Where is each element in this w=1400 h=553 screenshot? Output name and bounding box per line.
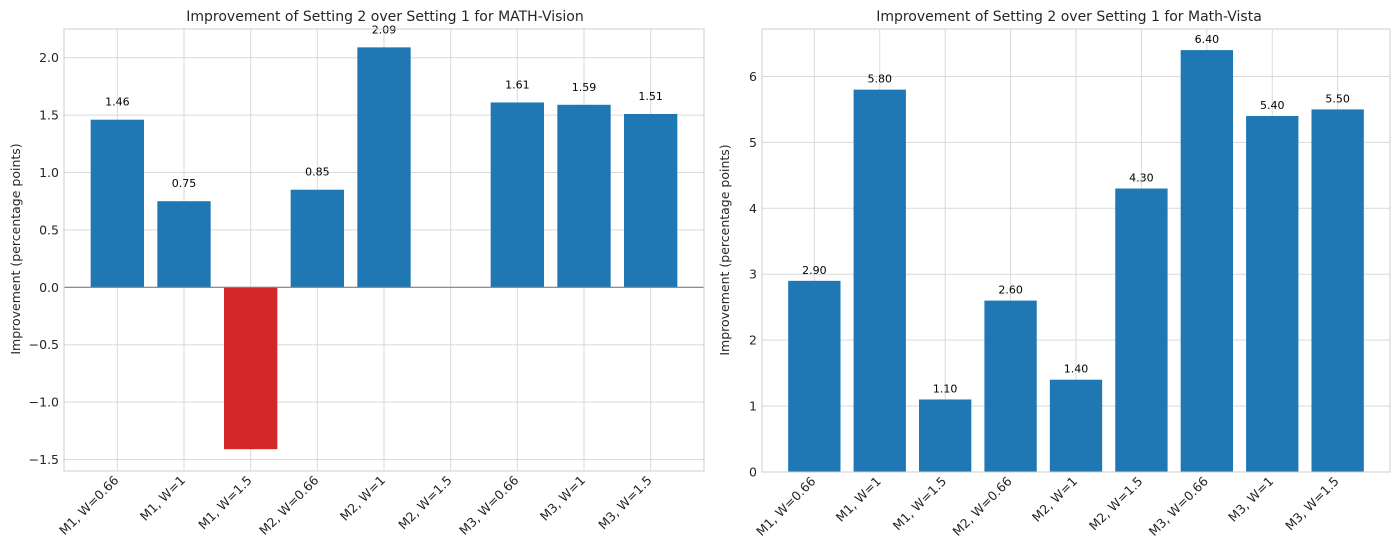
bars — [90, 47, 678, 450]
x-tick-label: M2, W=1 — [337, 473, 388, 524]
data-label: 2.09 — [372, 23, 397, 36]
y-tick-label: 1.5 — [39, 108, 59, 123]
y-tick-label: −1.0 — [29, 395, 59, 410]
y-tick-label: 0.5 — [39, 222, 59, 237]
x-tick-label: M3, W=0.66 — [1146, 473, 1211, 538]
bar — [557, 104, 611, 288]
bar — [490, 102, 544, 288]
y-tick-label: 2.0 — [39, 50, 59, 65]
bar — [157, 201, 211, 288]
y-tick-label: 0.0 — [39, 280, 59, 295]
y-tick-label: 4 — [749, 201, 757, 216]
bar — [1049, 379, 1103, 472]
x-tick-label: M2, W=0.66 — [256, 472, 321, 537]
bar — [1246, 116, 1299, 473]
y-tick-label: 1.0 — [39, 165, 59, 180]
bar — [90, 119, 144, 288]
data-label: 1.46 — [105, 96, 130, 109]
chart-title: Improvement of Setting 2 over Setting 1 … — [876, 9, 1262, 25]
data-label: 1.59 — [572, 81, 597, 94]
bar — [1115, 188, 1168, 472]
data-label: 1.61 — [505, 78, 530, 91]
y-tick-label: 3 — [749, 267, 757, 282]
bar — [853, 89, 906, 473]
chart-panel-math-vision: Improvement of Setting 2 over Setting 1 … — [8, 9, 705, 538]
y-tick-label: 1 — [749, 399, 757, 414]
y-tick-label: −0.5 — [29, 337, 59, 352]
y-tick-labels: −1.5 −1.0 −0.5 0.0 0.5 1.0 1.5 2.0 — [29, 50, 59, 467]
data-labels: 1.46 0.75 0.85 2.09 1.61 1.59 1.51 — [105, 23, 663, 190]
bar — [788, 280, 841, 472]
x-tick-label: M1, W=1 — [833, 474, 884, 525]
y-tick-label: 5 — [749, 135, 757, 150]
data-label: 1.51 — [638, 90, 663, 103]
data-label: 0.75 — [172, 177, 197, 190]
y-tick-labels: 0 1 2 3 4 5 6 — [749, 69, 757, 480]
x-tick-label: M3, W=0.66 — [456, 472, 521, 537]
x-tick-label: M2, W=1.5 — [1086, 474, 1146, 534]
x-tick-label: M2, W=1.5 — [395, 473, 455, 533]
bars — [788, 50, 1364, 473]
x-tick-labels: M1, W=0.66 M1, W=1 M1, W=1.5 M2, W=0.66 M2, … — [56, 472, 655, 537]
bar — [224, 287, 278, 450]
plot-frame — [63, 28, 705, 472]
data-label: 0.85 — [305, 166, 330, 179]
x-tick-label: M1, W=0.66 — [753, 473, 818, 538]
y-tick-label: 2 — [749, 333, 757, 348]
bar — [1180, 50, 1233, 472]
data-label: 5.50 — [1325, 92, 1350, 105]
chart-panel-math-vista: Improvement of Setting 2 over Setting 1 … — [717, 9, 1391, 539]
chart-title: Improvement of Setting 2 over Setting 1 … — [186, 9, 583, 25]
plot-frame — [761, 28, 1391, 473]
x-tick-label: M3, W=1 — [537, 473, 588, 524]
x-tick-label: M1, W=1.5 — [890, 474, 950, 534]
bar — [1311, 109, 1364, 472]
x-tick-label: M1, W=0.66 — [56, 472, 121, 537]
y-axis-label: Improvement (percentage points) — [717, 144, 732, 355]
y-tick-label: 0 — [749, 465, 757, 480]
x-tick-label: M1, W=1.5 — [195, 473, 255, 533]
x-tick-label: M3, W=1.5 — [1282, 474, 1342, 534]
data-labels: 2.90 5.80 1.10 2.60 1.40 4.30 6.40 5.40 5.50 — [802, 33, 1350, 395]
y-axis-label: Improvement (percentage points) — [8, 143, 23, 354]
x-tick-label: M2, W=1 — [1029, 474, 1080, 525]
x-tick-label: M2, W=0.66 — [949, 473, 1014, 538]
y-tick-label: −1.5 — [29, 452, 59, 467]
data-label: 5.80 — [868, 73, 893, 86]
bar — [290, 189, 344, 288]
x-tick-label: M1, W=1 — [137, 473, 188, 524]
y-tick-label: 6 — [749, 69, 757, 84]
data-label: 1.40 — [1064, 363, 1089, 376]
data-label: 2.60 — [998, 284, 1023, 297]
data-label: 5.40 — [1260, 99, 1285, 112]
data-label: 1.10 — [933, 382, 958, 395]
bar — [624, 113, 678, 288]
x-tick-label: M3, W=1.5 — [595, 473, 655, 533]
bar — [357, 47, 411, 288]
bar — [919, 399, 972, 472]
data-label: 4.30 — [1129, 172, 1154, 185]
data-label: 2.90 — [802, 264, 827, 277]
bar — [984, 300, 1037, 472]
x-tick-labels: M1, W=0.66 M1, W=1 M1, W=1.5 M2, W=0.66 M2, … — [753, 473, 1342, 538]
x-tick-label: M3, W=1 — [1225, 474, 1276, 525]
data-label: 6.40 — [1195, 33, 1220, 46]
